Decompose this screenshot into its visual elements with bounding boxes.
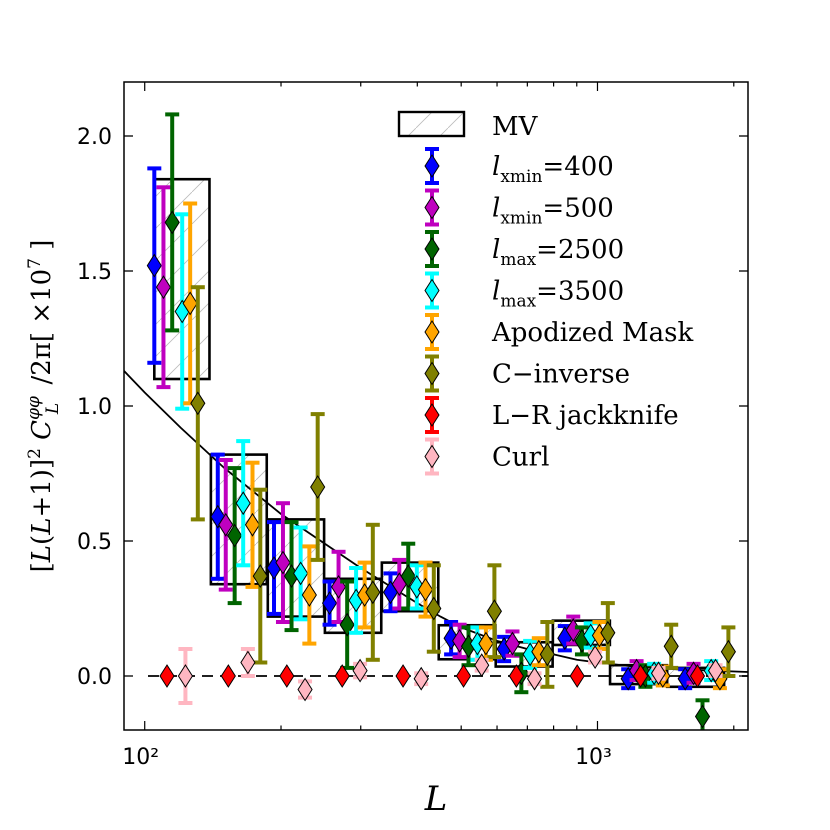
data-point: [650, 661, 667, 686]
data-point: [694, 704, 711, 729]
data-point: [339, 612, 355, 637]
data-point: [426, 596, 442, 621]
data-point: [632, 664, 649, 688]
data-point: [508, 664, 524, 688]
legend-label: C−inverse: [492, 360, 630, 390]
legend-label: Apodized Mask: [491, 318, 693, 348]
legend-item: Apodized Mask: [424, 313, 693, 351]
data-point: [220, 664, 236, 688]
x-tick-label: 10²: [122, 745, 159, 770]
data-point: [297, 677, 313, 702]
series-7: [177, 645, 724, 705]
y-tick-label: 1.5: [77, 260, 112, 285]
legend-label: L−R jackknife: [492, 401, 679, 431]
data-point: [279, 664, 295, 688]
data-point: [146, 253, 162, 278]
legend-marker: [424, 444, 440, 469]
legend-label: lxmin=400: [492, 152, 614, 187]
data-point: [478, 631, 494, 656]
data-point: [155, 275, 172, 300]
data-point: [455, 664, 472, 688]
legend-mv-swatch: [397, 110, 466, 138]
data-point: [177, 664, 194, 688]
data-point: [252, 564, 268, 589]
data-point: [395, 664, 411, 688]
legend-label: lmax=2500: [492, 235, 624, 270]
data-point: [293, 561, 309, 586]
data-point: [301, 583, 317, 607]
data-point: [190, 391, 206, 416]
x-tick-label: 10³: [575, 745, 612, 770]
data-point: [663, 634, 679, 659]
y-axis-ticks: 0.0 0.5 1.0 1.5 2.0: [77, 125, 748, 690]
y-tick-label: 0.5: [77, 530, 112, 555]
data-point: [689, 664, 706, 688]
data-point: [417, 577, 434, 602]
data-point: [400, 564, 416, 589]
y-tick-label: 2.0: [77, 125, 112, 150]
data-point: [240, 650, 256, 675]
legend-marker: [424, 320, 440, 344]
data-point: [164, 210, 180, 235]
data-point: [569, 664, 585, 688]
data-point: [352, 658, 368, 683]
legend-label: lmax=3500: [492, 277, 624, 312]
data-point: [321, 591, 338, 616]
legend-item: lxmin=400: [424, 147, 614, 187]
data-point: [310, 475, 326, 499]
data-point: [504, 631, 521, 656]
data-point: [413, 666, 429, 691]
data-point: [526, 666, 543, 691]
data-point: [235, 491, 251, 516]
legend-item: lmax=2500: [424, 230, 624, 270]
legend-item: lxmin=500: [424, 188, 614, 229]
series-3: [174, 212, 719, 686]
legend: MV lxmin=400 lxmin=500 lmax=2500 lmax=3500 Ap…: [397, 110, 693, 476]
legend-marker: [424, 195, 440, 220]
legend-label: lxmin=500: [492, 194, 614, 229]
legend-item: lmax=3500: [424, 271, 624, 312]
data-point: [244, 512, 261, 537]
legend-marker: [424, 278, 440, 303]
legend-marker: [424, 403, 440, 427]
series-4: [182, 201, 728, 691]
y-tick-label: 1.0: [77, 395, 112, 420]
legend-item: C−inverse: [424, 354, 630, 393]
plot-area: [124, 112, 748, 730]
data-point: [275, 550, 291, 575]
data-point: [600, 620, 616, 645]
legend-label: Curl: [492, 443, 549, 473]
y-tick-label: 0.0: [77, 665, 112, 690]
data-point: [365, 580, 381, 605]
legend-marker: [424, 154, 440, 178]
series-6: [159, 664, 706, 688]
data-point: [587, 645, 603, 670]
data-point: [486, 599, 502, 624]
data-point: [539, 642, 555, 667]
legend-item: L−R jackknife: [424, 396, 679, 434]
x-axis-ticks: 10² 10³: [122, 82, 735, 770]
legend-label-mv: MV: [492, 112, 539, 142]
y-axis-label: [L(L+1)]2 CφφL /2π[ ×107 ]: [24, 240, 63, 573]
legend-item: Curl: [424, 437, 549, 476]
data-point: [707, 658, 724, 683]
x-axis-label: L: [424, 779, 448, 819]
legend-marker: [424, 361, 440, 386]
data-series: [146, 112, 736, 730]
data-point: [474, 653, 490, 678]
data-point: [159, 664, 175, 688]
svg-text:[L(L+1)]2 CφφL /2π[ ×107 ]: [L(L+1)]2 CφφL /2π[ ×107 ]: [24, 240, 63, 573]
data-point: [227, 523, 243, 548]
series-5: [190, 285, 736, 689]
legend-marker: [424, 237, 440, 261]
data-point: [334, 664, 350, 688]
data-point: [182, 291, 198, 316]
data-point: [720, 639, 736, 664]
data-point: [218, 512, 234, 537]
